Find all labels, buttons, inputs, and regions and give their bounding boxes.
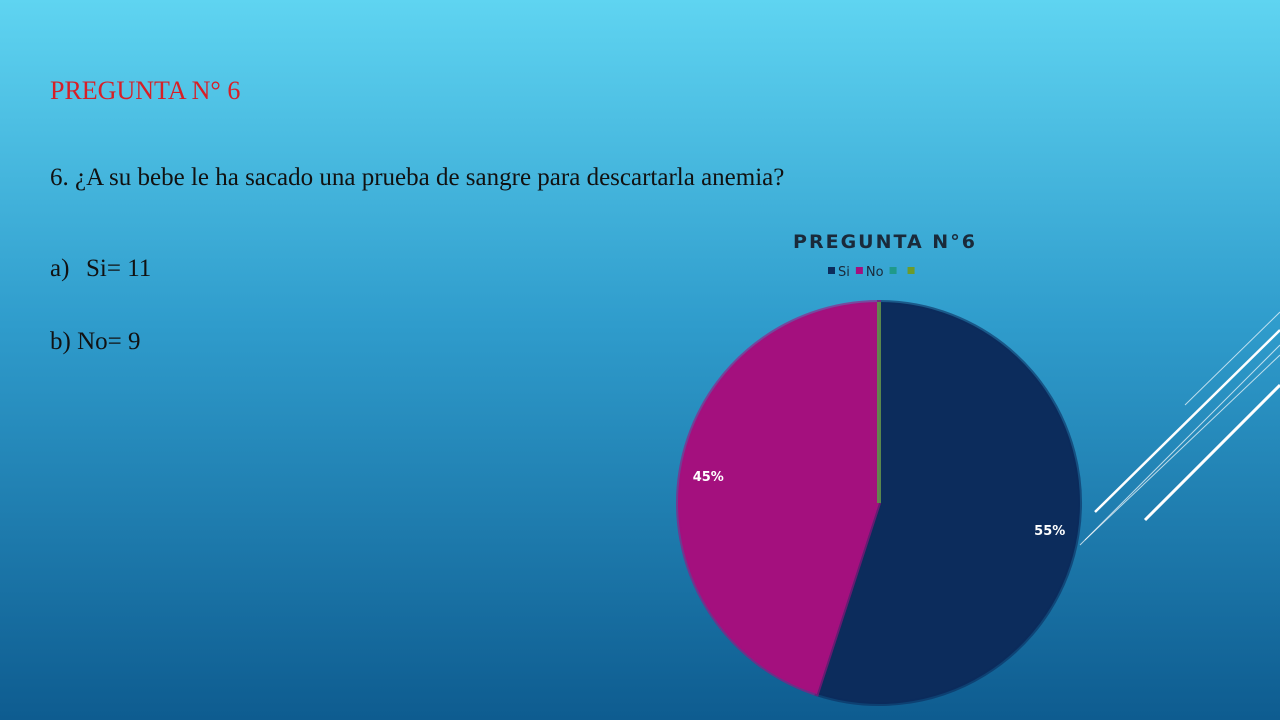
decoration xyxy=(1079,311,1280,546)
option: a) Si= 11 xyxy=(50,255,151,283)
data-label: 55% xyxy=(1034,524,1065,539)
legend-swatch xyxy=(855,267,863,274)
question: 6. ¿A su bebe le ha sacado una prueba de… xyxy=(50,164,785,191)
pie-slice xyxy=(676,299,881,697)
option-text: Si= 11 xyxy=(86,255,152,282)
legend-swatch xyxy=(828,267,835,274)
chart-title: PREGUNTA N°6 xyxy=(793,231,977,253)
legend-swatch xyxy=(907,267,915,274)
heading: PREGUNTA N° 6 xyxy=(50,76,241,105)
data-label: 45% xyxy=(693,470,724,485)
legend-label: No xyxy=(866,265,884,280)
legend-label: Si xyxy=(838,265,850,280)
option-marker: a) xyxy=(50,255,70,282)
legend-swatch xyxy=(889,267,897,274)
option: b) No= 9 xyxy=(50,328,140,356)
option-text: No= 9 xyxy=(77,328,141,355)
option-marker: b) xyxy=(50,328,71,355)
pie-slice xyxy=(814,299,1082,706)
